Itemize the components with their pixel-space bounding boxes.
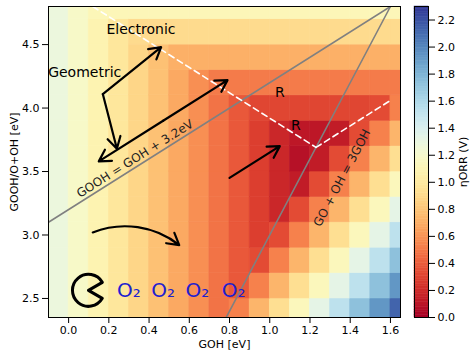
svg-text:3.5: 3.5: [22, 165, 40, 178]
svg-text:GO + OH = 3GOH: GO + OH = 3GOH: [311, 127, 374, 229]
svg-text:2.2: 2.2: [438, 14, 456, 27]
svg-text:0.0: 0.0: [438, 311, 456, 324]
svg-text:2.5: 2.5: [22, 292, 40, 305]
svg-text:Geometric: Geometric: [48, 64, 121, 80]
svg-text:0.8: 0.8: [438, 203, 456, 216]
svg-text:1.6: 1.6: [382, 324, 400, 337]
svg-text:1.4: 1.4: [438, 122, 456, 135]
svg-text:0.6: 0.6: [438, 230, 456, 243]
svg-text:1.2: 1.2: [301, 324, 319, 337]
svg-text:3.0: 3.0: [22, 229, 40, 242]
svg-text:0.0: 0.0: [60, 324, 78, 337]
svg-text:1.6: 1.6: [438, 95, 456, 108]
svg-text:1.0: 1.0: [261, 324, 279, 337]
svg-text:O₂: O₂: [117, 278, 141, 302]
svg-text:0.4: 0.4: [438, 257, 456, 270]
svg-text:O₂: O₂: [151, 278, 175, 302]
svg-text:ηORR (V): ηORR (V): [457, 137, 470, 188]
svg-text:1.4: 1.4: [341, 324, 359, 337]
svg-text:0.8: 0.8: [221, 324, 239, 337]
svg-text:0.4: 0.4: [140, 324, 158, 337]
svg-text:4.5: 4.5: [22, 38, 40, 51]
svg-text:1.8: 1.8: [438, 68, 456, 81]
svg-text:R: R: [275, 84, 285, 100]
svg-text:R: R: [291, 117, 301, 133]
svg-text:4.0: 4.0: [22, 102, 40, 115]
svg-text:1.2: 1.2: [438, 149, 456, 162]
svg-text:1.0: 1.0: [438, 176, 456, 189]
svg-text:0.2: 0.2: [438, 284, 456, 297]
svg-text:GOOH = GOH + 3.2eV: GOOH = GOH + 3.2eV: [74, 116, 196, 200]
svg-text:O₂: O₂: [185, 278, 209, 302]
svg-text:0.2: 0.2: [100, 324, 118, 337]
svg-text:O₂: O₂: [222, 278, 246, 302]
svg-text:GOH [eV]: GOH [eV]: [199, 338, 251, 351]
svg-text:0.6: 0.6: [181, 324, 199, 337]
svg-text:Electronic: Electronic: [107, 21, 176, 37]
svg-text:GOOH/O+OH [eV]: GOOH/O+OH [eV]: [8, 113, 21, 212]
svg-text:2.0: 2.0: [438, 41, 456, 54]
